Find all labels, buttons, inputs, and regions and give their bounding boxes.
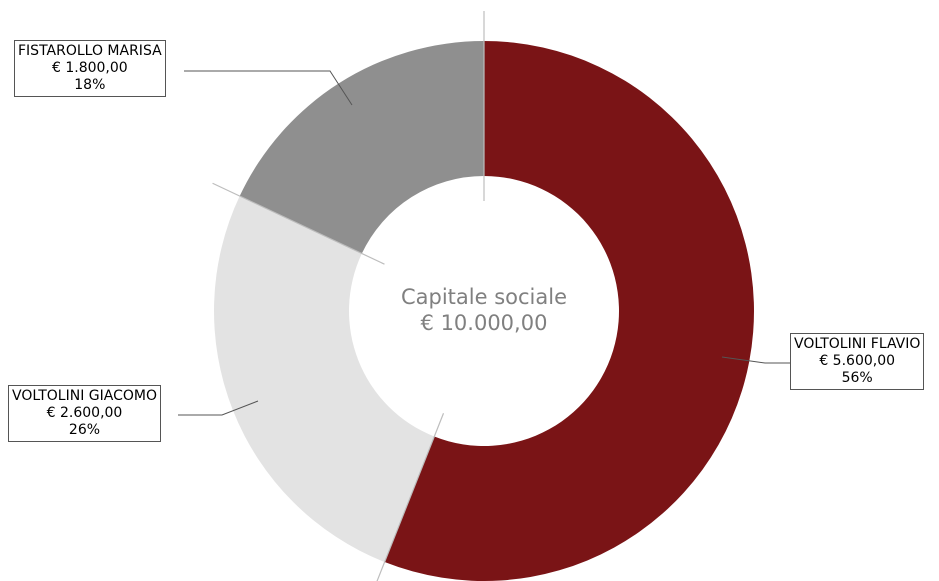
label-amount: € 1.800,00 — [51, 60, 128, 76]
leader-line — [184, 70, 353, 106]
data-label-voltolini-giacomo: VOLTOLINI GIACOMO € 2.600,00 26% — [8, 385, 161, 442]
label-amount: € 2.600,00 — [46, 405, 123, 421]
data-label-voltolini-flavio: VOLTOLINI FLAVIO € 5.600,00 56% — [790, 333, 925, 390]
donut-slice-voltolini-flavio — [384, 41, 754, 581]
label-name: FISTAROLLO MARISA — [18, 43, 162, 59]
slice-separator — [212, 182, 385, 265]
slice-separator — [376, 413, 445, 581]
center-total: € 10.000,00 — [420, 311, 548, 335]
leader-line — [721, 356, 790, 364]
leader-line — [178, 400, 259, 416]
data-label-fistarollo-marisa: FISTAROLLO MARISA € 1.800,00 18% — [14, 40, 166, 97]
label-name: VOLTOLINI FLAVIO — [794, 336, 921, 352]
center-label: Capitale sociale € 10.000,00 — [334, 284, 634, 336]
label-amount: € 5.600,00 — [819, 353, 896, 369]
label-name: VOLTOLINI GIACOMO — [12, 388, 157, 404]
center-title: Capitale sociale — [400, 285, 568, 309]
donut-slice-fistarollo-marisa — [239, 41, 484, 254]
leader-lines — [178, 11, 790, 581]
donut-slice-voltolini-giacomo — [214, 196, 435, 563]
label-percent: 56% — [841, 370, 873, 386]
label-percent: 18% — [74, 77, 106, 93]
donut-slices — [214, 41, 754, 581]
label-percent: 26% — [68, 422, 101, 438]
